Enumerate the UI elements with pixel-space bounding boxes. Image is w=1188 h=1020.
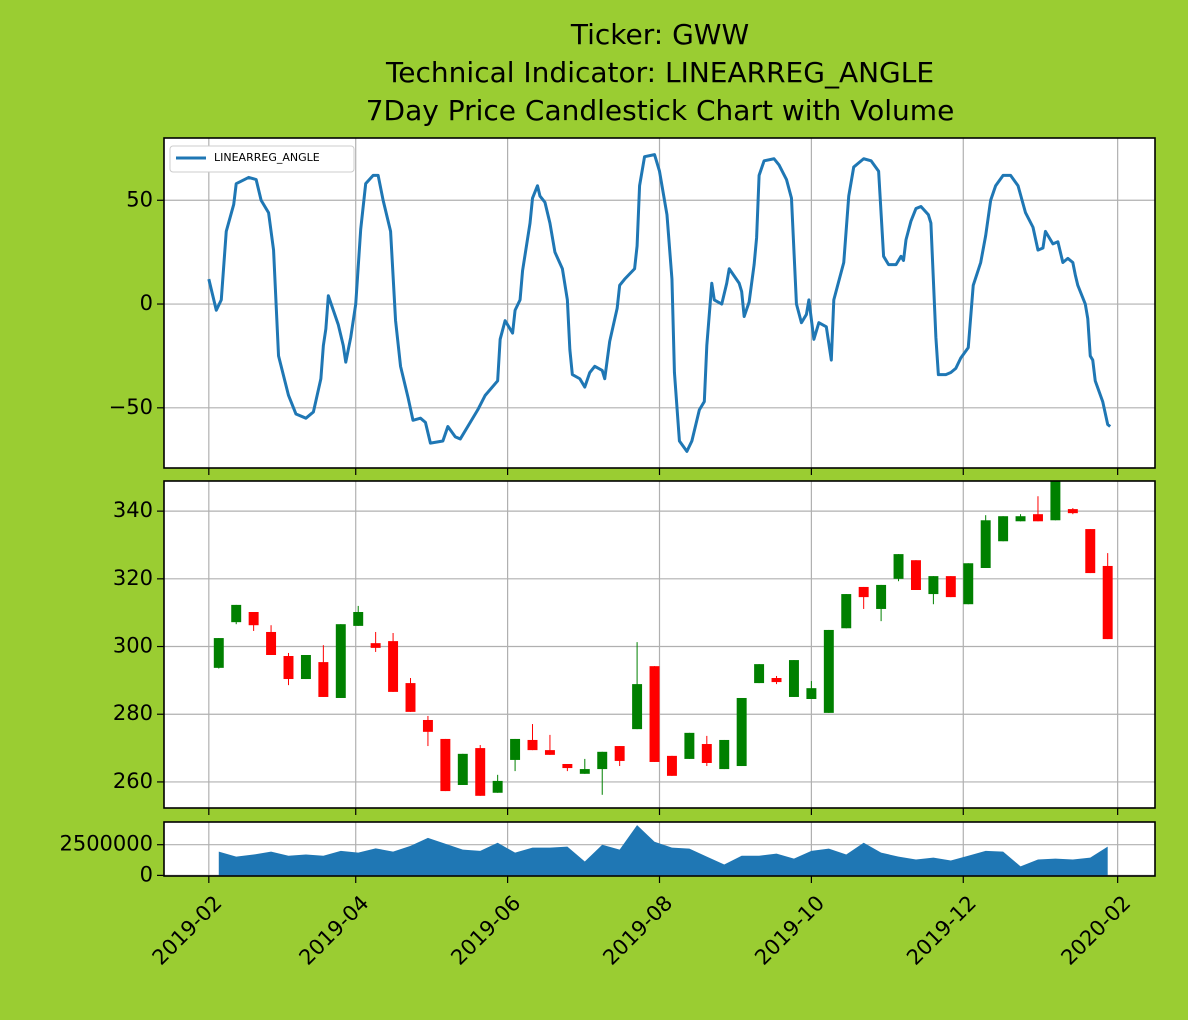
- candle-body: [266, 631, 277, 655]
- y-tick-label: −50: [109, 395, 153, 419]
- candle-body: [945, 576, 956, 598]
- candle-body: [318, 662, 329, 697]
- candle-body: [475, 748, 486, 796]
- candle-body: [213, 638, 224, 668]
- candle-body: [300, 654, 311, 680]
- candle-body: [754, 664, 765, 684]
- candle-body: [370, 643, 381, 648]
- candle-body: [910, 560, 921, 590]
- indicator-line: [207, 153, 1112, 453]
- candle-body: [510, 738, 521, 760]
- candle-body: [492, 780, 503, 793]
- candle-body: [248, 612, 259, 626]
- chart-title: Ticker: GWW: [570, 18, 749, 51]
- candle-body: [1050, 481, 1061, 521]
- candle-body: [719, 739, 730, 770]
- plot-area: [164, 481, 1155, 808]
- chart-title: 7Day Price Candlestick Chart with Volume: [366, 94, 955, 127]
- candle-body: [1102, 565, 1113, 640]
- legend-label: LINEARREG_ANGLE: [214, 151, 320, 164]
- candle-body: [980, 520, 991, 568]
- candle-body: [771, 678, 782, 683]
- candle-body: [736, 697, 747, 767]
- candle-body: [701, 744, 712, 763]
- candle-body: [666, 755, 677, 776]
- candle-body: [1067, 509, 1078, 514]
- y-tick-label: 320: [113, 566, 153, 590]
- candle-body: [544, 750, 555, 755]
- candle-body: [876, 584, 887, 609]
- candle-body: [893, 554, 904, 579]
- legend-box: [169, 145, 355, 173]
- candle-body: [928, 576, 939, 595]
- y-tick-label: 300: [113, 634, 153, 658]
- candle-body: [998, 516, 1009, 542]
- candle-body: [283, 656, 294, 680]
- candle-body: [1032, 514, 1043, 522]
- candle-body: [823, 629, 834, 713]
- volume-area: [218, 825, 1108, 876]
- chart-title: Technical Indicator: LINEARREG_ANGLE: [385, 56, 934, 89]
- candle-body: [841, 594, 852, 629]
- candle-body: [457, 753, 468, 785]
- y-tick-label: 50: [126, 187, 153, 211]
- y-tick-label: 340: [113, 498, 153, 522]
- candle-body: [422, 719, 433, 732]
- plot-frame: [163, 480, 1156, 809]
- plot-area: [164, 138, 1155, 468]
- candle-body: [649, 666, 660, 762]
- candle-body: [597, 751, 608, 770]
- candle-body: [335, 624, 346, 698]
- plot-frame: [163, 821, 1156, 877]
- candle-body: [527, 739, 538, 751]
- candle-body: [632, 684, 643, 730]
- candle-body: [858, 586, 869, 598]
- candle-body: [562, 763, 573, 769]
- candle-body: [353, 612, 364, 626]
- y-tick-label: 280: [113, 701, 153, 725]
- y-tick-label: 0: [140, 862, 153, 886]
- candle-body: [1085, 529, 1096, 574]
- candle-body: [231, 604, 242, 623]
- y-tick-label: 260: [113, 769, 153, 793]
- candle-body: [579, 769, 590, 774]
- candle-body: [684, 732, 695, 759]
- candle-body: [963, 563, 974, 605]
- plot-frame: [163, 137, 1156, 469]
- candle-body: [1015, 516, 1026, 522]
- candle-body: [440, 738, 451, 792]
- y-tick-label: 2500000: [59, 832, 153, 856]
- candle-body: [405, 683, 416, 712]
- candle-body: [388, 641, 399, 692]
- y-tick-label: 0: [140, 291, 153, 315]
- candle-body: [614, 746, 625, 761]
- candle-body: [806, 688, 817, 699]
- candle-body: [788, 660, 799, 697]
- legend: LINEARREG_ANGLE: [169, 145, 355, 173]
